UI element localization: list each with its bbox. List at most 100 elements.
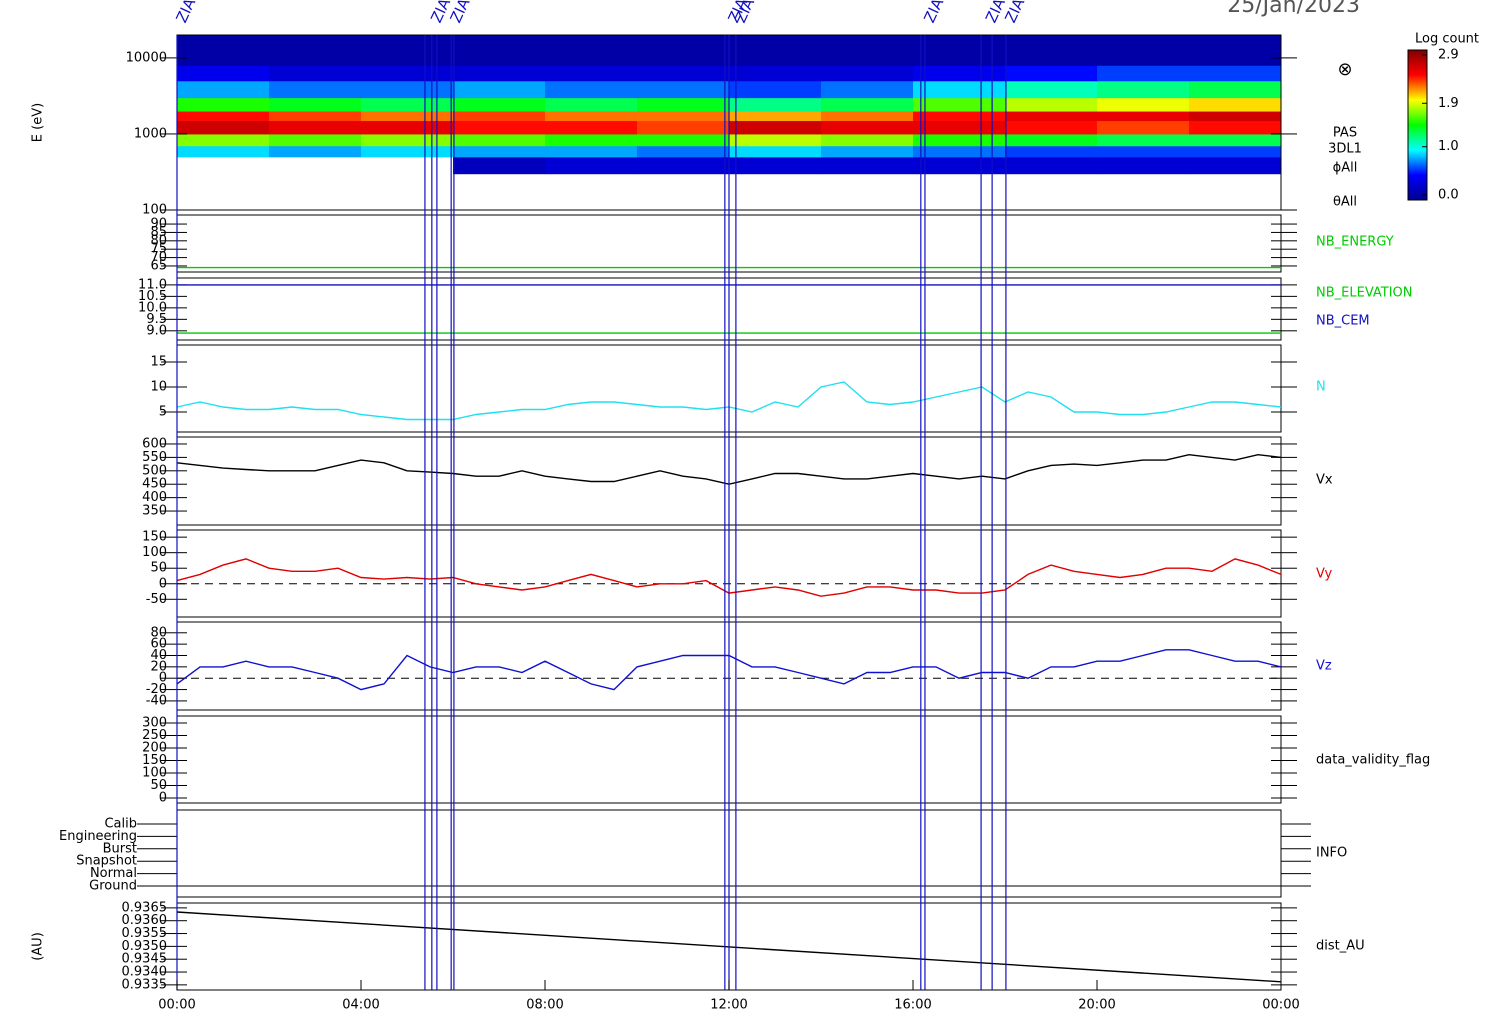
y-tick-label: 65: [150, 258, 167, 273]
heatmap-cell: [269, 133, 362, 147]
heatmap-cell: [545, 145, 638, 158]
category-label: Engineering: [59, 829, 137, 844]
y-tick-label: 0.9355: [122, 926, 168, 941]
heatmap-cell: [637, 65, 730, 82]
heatmap-cell: [729, 156, 822, 175]
heatmap-cell: [637, 35, 730, 66]
y-tick-label: 50: [150, 561, 167, 576]
heatmap-cell: [453, 97, 546, 112]
series-label: dist_AU: [1316, 939, 1365, 954]
y-tick-label: 100: [142, 203, 167, 218]
heatmap-cell: [729, 133, 822, 147]
heatmap-cell: [177, 80, 270, 99]
y-tick-label: 70: [150, 250, 167, 265]
y-tick-label: 80: [150, 625, 167, 640]
heatmap-cell: [545, 120, 638, 135]
panel-label: data_validity_flag: [1316, 753, 1430, 768]
y-tick-label: -50: [146, 592, 167, 607]
side-label: PAS: [1333, 126, 1357, 141]
heatmap-cell: [1189, 120, 1281, 135]
heatmap-cell: [1097, 120, 1190, 135]
heatmap-cell: [1097, 65, 1190, 82]
heatmap-cell: [1005, 156, 1098, 175]
heatmap-cell: [1097, 133, 1190, 147]
heatmap-cell: [821, 65, 914, 82]
category-label: Calib: [104, 817, 137, 832]
series-label: NB_ENERGY: [1316, 235, 1394, 250]
y-tick-label: 10: [150, 380, 167, 395]
heatmap: [177, 35, 1281, 175]
heatmap-cell: [453, 120, 546, 135]
heatmap-cell: [1005, 111, 1098, 122]
heatmap-cell: [269, 120, 362, 135]
y-tick-label: -20: [146, 682, 167, 697]
x-tick-label: 20:00: [1078, 998, 1115, 1013]
y-tick-label: 9.5: [146, 312, 167, 327]
category-label: Snapshot: [76, 854, 137, 869]
heatmap-cell: [913, 35, 1006, 66]
heatmap-cell: [913, 65, 1006, 82]
x-tick-label: 00:00: [1262, 998, 1299, 1013]
heatmap-cell: [545, 65, 638, 82]
y-axis-label: E (eV): [31, 103, 46, 142]
colorbar-title: Log count: [1415, 32, 1479, 47]
series-label: Vx: [1316, 473, 1333, 488]
heatmap-cell: [913, 111, 1006, 122]
heatmap-cell: [177, 111, 270, 122]
heatmap-cell: [1005, 80, 1098, 99]
heatmap-cell: [361, 80, 454, 99]
heatmap-cell: [729, 120, 822, 135]
series-label: N: [1316, 380, 1326, 395]
heatmap-cell: [821, 80, 914, 99]
heatmap-cell: [1005, 133, 1098, 147]
x-tick-label: 04:00: [342, 998, 379, 1013]
heatmap-cell: [821, 120, 914, 135]
heatmap-cell: [269, 97, 362, 112]
y-tick-label: 200: [142, 741, 167, 756]
side-label: θAll: [1333, 195, 1357, 210]
heatmap-cell: [1005, 145, 1098, 158]
heatmap-cell: [361, 133, 454, 147]
heatmap-cell: [729, 145, 822, 158]
heatmap-cell: [1189, 35, 1281, 66]
heatmap-cell: [729, 65, 822, 82]
heatmap-cell: [545, 80, 638, 99]
heatmap-cell: [637, 156, 730, 175]
heatmap-cell: [361, 65, 454, 82]
heatmap-cell: [1005, 35, 1098, 66]
y-tick-label: 10000: [126, 50, 167, 65]
x-tick-label: 16:00: [894, 998, 931, 1013]
x-tick-label: 12:00: [710, 998, 747, 1013]
heatmap-cell: [637, 120, 730, 135]
heatmap-cell: [361, 145, 454, 158]
category-label: Normal: [90, 866, 137, 881]
y-tick-label: 150: [142, 753, 167, 768]
y-tick-label: 0.9340: [122, 965, 168, 980]
heatmap-cell: [177, 35, 270, 66]
heatmap-cell: [729, 111, 822, 122]
heatmap-cell: [453, 80, 546, 99]
y-tick-label: 75: [150, 242, 167, 257]
y-tick-label: 85: [150, 225, 167, 240]
side-label: 3DL1: [1328, 142, 1362, 157]
y-tick-label: 300: [142, 716, 167, 731]
heatmap-cell: [545, 97, 638, 112]
heatmap-cell: [637, 133, 730, 147]
heatmap-cell: [821, 97, 914, 112]
heatmap-cell: [1189, 133, 1281, 147]
y-tick-label: 90: [150, 217, 167, 232]
heatmap-cell: [821, 35, 914, 66]
category-label: Burst: [103, 841, 137, 856]
heatmap-cell: [913, 145, 1006, 158]
heatmap-cell: [1005, 97, 1098, 112]
x-tick-label: 00:00: [158, 998, 195, 1013]
heatmap-cell: [177, 120, 270, 135]
heatmap-cell: [545, 35, 638, 66]
heatmap-cell: [453, 145, 546, 158]
x-tick-label: 08:00: [526, 998, 563, 1013]
colorbar-tick-label: 1.0: [1438, 139, 1459, 154]
series-label: NB_CEM: [1316, 314, 1370, 329]
heatmap-cell: [1097, 35, 1190, 66]
